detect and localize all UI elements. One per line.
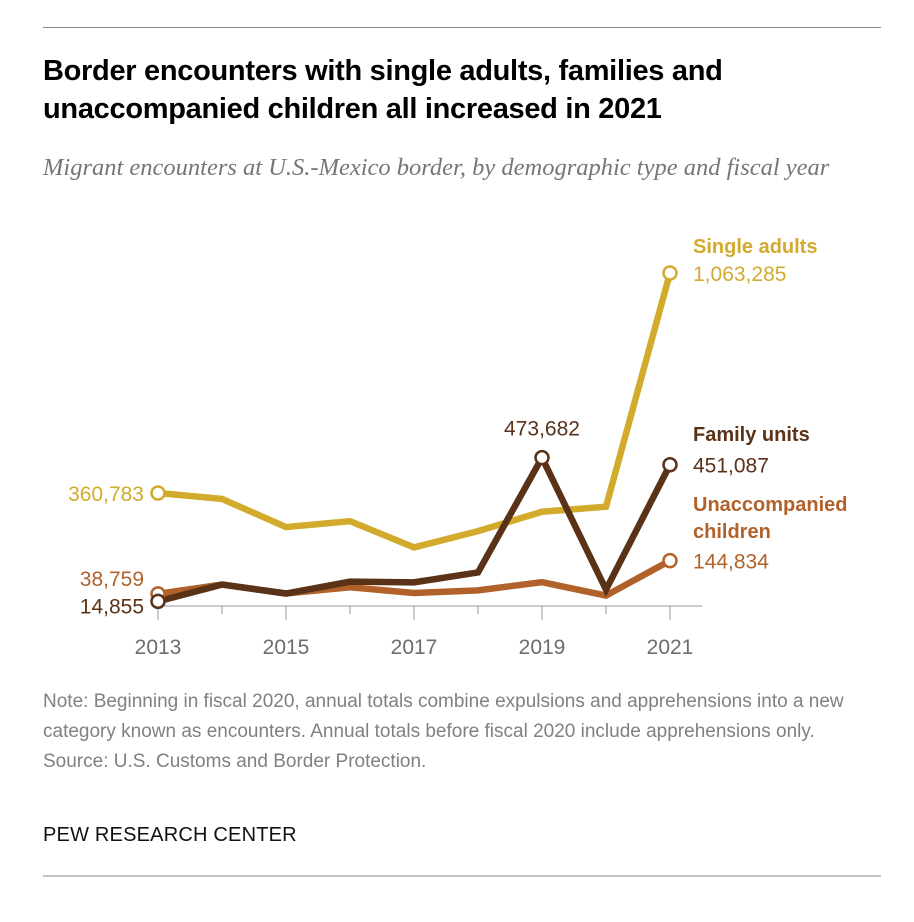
chart-subtitle: Migrant encounters at U.S.-Mexico border… xyxy=(43,154,830,181)
legend-label-family-units: Family units xyxy=(693,424,810,446)
data-label: 473,682 xyxy=(504,418,580,441)
notes: Note: Beginning in fiscal 2020, annual t… xyxy=(43,687,883,777)
data-point-marker xyxy=(534,449,550,466)
legend-label-single-adults: Single adults xyxy=(693,236,817,258)
legend-label-unaccompanied-children: children xyxy=(693,521,771,543)
data-point-marker xyxy=(662,265,678,281)
series-line-family-units xyxy=(157,450,673,605)
source-text: Source: U.S. Customs and Border Protecti… xyxy=(43,751,427,772)
x-axis: 2013 2015 2017 2019 2021 xyxy=(135,605,702,659)
chart-title: Border encounters with single adults, fa… xyxy=(43,55,723,125)
x-tick-label: 2021 xyxy=(647,636,694,659)
data-labels: 360,783 38,759 14,855 473,682 Single adults 1… xyxy=(68,236,847,618)
series-line-single-adults xyxy=(157,272,674,551)
data-label: 144,834 xyxy=(693,551,769,574)
note-text: Note: Beginning in fiscal 2020, annual t… xyxy=(43,691,844,742)
line-chart: 2013 2015 2017 2019 2021 360,783 38,759 14,855… xyxy=(68,236,847,659)
top-rule xyxy=(43,27,881,28)
data-point-marker xyxy=(662,552,678,569)
pew-logo-text: PEW RESEARCH CENTER xyxy=(43,824,297,846)
x-tick-label: 2013 xyxy=(135,636,182,659)
x-tick-label: 2019 xyxy=(519,636,566,659)
data-label: 360,783 xyxy=(68,483,144,506)
legend-label-unaccompanied-children: Unaccompanied xyxy=(693,494,847,516)
data-point-marker xyxy=(662,456,678,473)
data-label: 1,063,285 xyxy=(693,263,786,286)
data-point-marker xyxy=(150,593,166,610)
data-label: 451,087 xyxy=(693,455,769,478)
data-label: 14,855 xyxy=(80,595,144,618)
x-tick-label: 2015 xyxy=(263,636,310,659)
bottom-rule xyxy=(43,875,881,877)
data-point-marker xyxy=(150,485,166,501)
series-lines xyxy=(150,265,678,610)
data-label: 38,759 xyxy=(80,568,144,591)
x-tick-label: 2017 xyxy=(391,636,438,659)
